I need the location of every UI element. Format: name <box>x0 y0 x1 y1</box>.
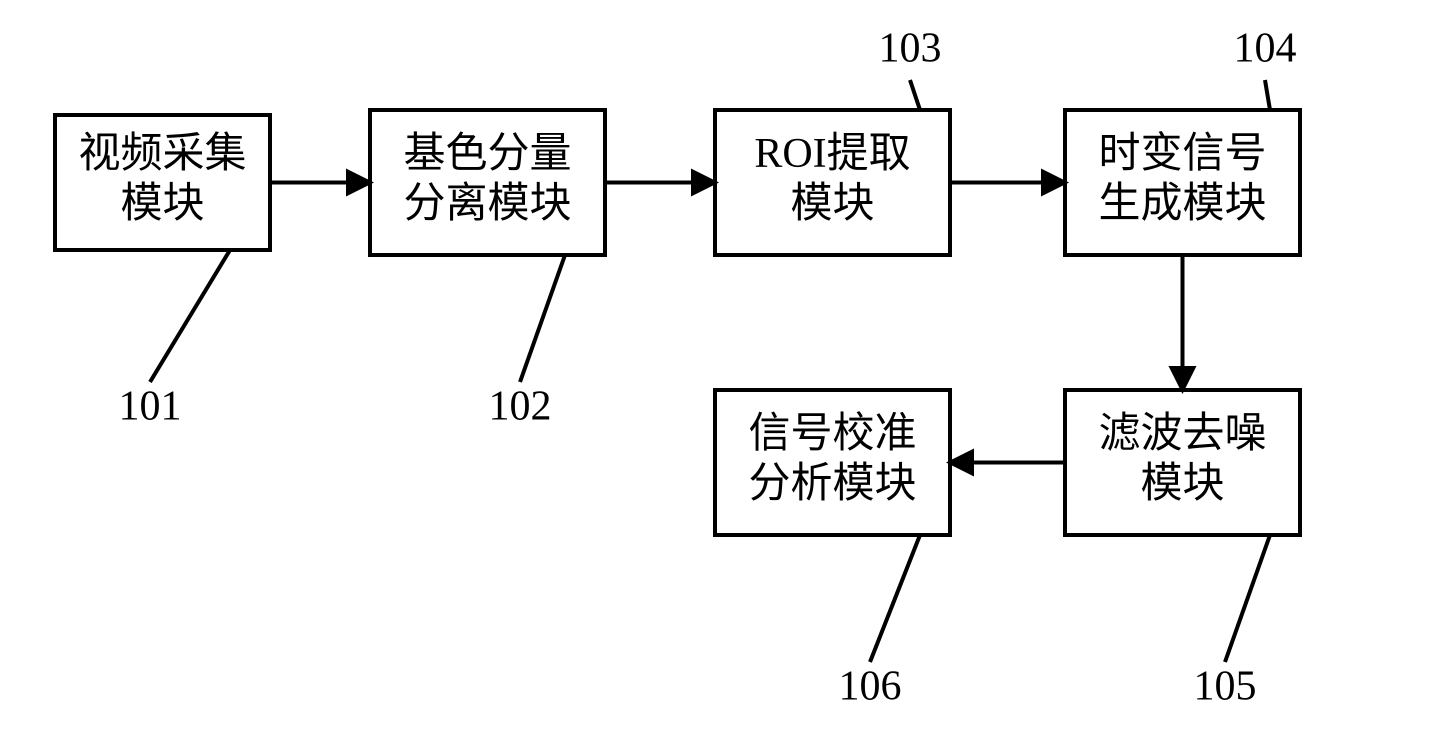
leader-line <box>910 80 920 110</box>
leader-line <box>870 535 920 662</box>
block-label: 信号校准 <box>748 411 916 457</box>
block-label: 模块 <box>120 181 204 227</box>
block-label: 模块 <box>1140 461 1224 507</box>
block-n104: 时变信号生成模块 <box>1065 110 1300 255</box>
block-n101: 视频采集模块 <box>55 115 270 250</box>
leader-line <box>150 250 230 382</box>
ref-number: 104 <box>1234 26 1297 72</box>
block-label: 生成模块 <box>1098 181 1266 227</box>
leader-line <box>1265 80 1270 110</box>
block-label: 滤波去噪 <box>1098 411 1266 457</box>
ref-number: 105 <box>1194 664 1257 710</box>
ref-number: 103 <box>879 26 942 72</box>
ref-number: 106 <box>839 664 902 710</box>
block-label: 分析模块 <box>748 461 916 507</box>
block-n102: 基色分量分离模块 <box>370 110 605 255</box>
block-label: 分离模块 <box>403 180 571 227</box>
ref-number: 101 <box>119 384 182 430</box>
block-n105: 滤波去噪模块 <box>1065 390 1300 535</box>
block-n103: ROI提取模块 <box>715 110 950 255</box>
leader-line <box>1225 535 1270 662</box>
block-label: 时变信号 <box>1098 130 1266 177</box>
ref-number: 102 <box>489 384 552 430</box>
block-label: 模块 <box>790 181 874 227</box>
block-label: ROI提取 <box>754 131 910 177</box>
block-label: 基色分量 <box>403 131 571 177</box>
block-label: 视频采集 <box>78 131 246 177</box>
block-n106: 信号校准分析模块 <box>715 390 950 535</box>
leader-line <box>520 255 565 382</box>
